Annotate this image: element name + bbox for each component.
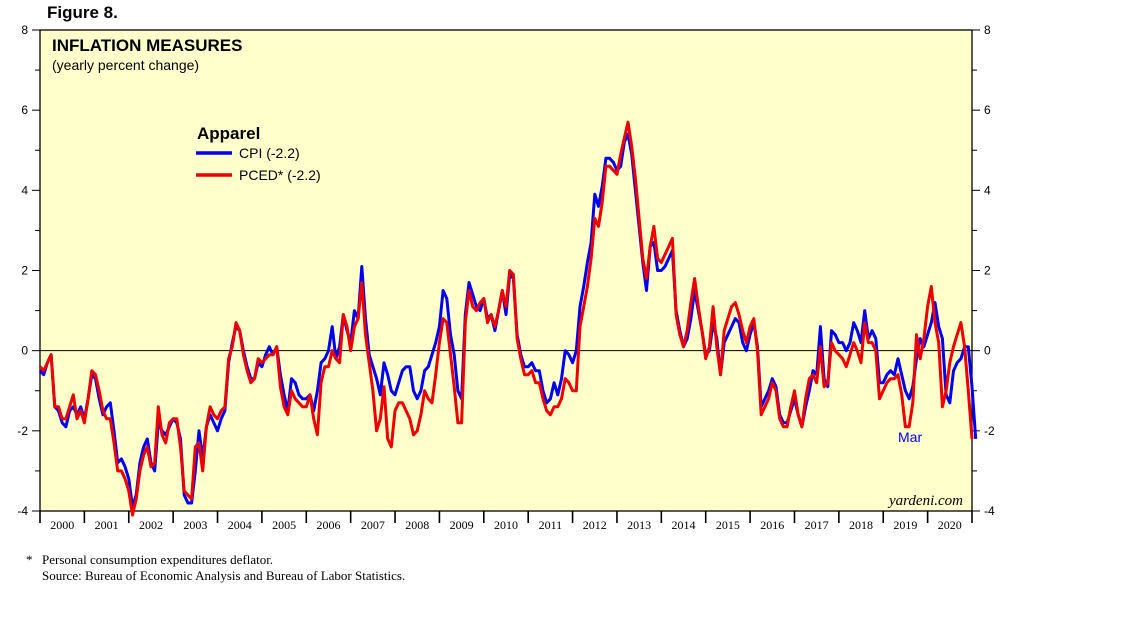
footnote-source: Source: Bureau of Economic Analysis and … — [42, 568, 405, 583]
x-tick-label: 2007 — [361, 518, 385, 532]
x-tick-label: 2006 — [316, 518, 340, 532]
y-tick-label-right: 0 — [984, 344, 991, 358]
x-tick-label: 2009 — [450, 518, 474, 532]
figure-label: Figure 8. — [47, 3, 118, 22]
y-tick-label-left: 6 — [21, 103, 28, 117]
y-tick-label-left: -4 — [17, 504, 28, 518]
x-tick-label: 2016 — [760, 518, 784, 532]
x-tick-label: 2013 — [627, 518, 651, 532]
x-tick-label: 2000 — [50, 518, 74, 532]
legend-label-cpi: CPI (-2.2) — [239, 145, 300, 161]
x-tick-label: 2001 — [95, 518, 119, 532]
x-tick-label: 2008 — [405, 518, 429, 532]
y-tick-label-left: -2 — [17, 424, 28, 438]
y-tick-label-right: 2 — [984, 264, 991, 278]
x-tick-label: 2010 — [494, 518, 518, 532]
x-tick-label: 2014 — [672, 518, 696, 532]
y-tick-label-left: 4 — [21, 183, 28, 197]
y-tick-label-left: 0 — [21, 344, 28, 358]
x-tick-label: 2020 — [938, 518, 962, 532]
x-tick-label: 2005 — [272, 518, 296, 532]
footnote-definition: Personal consumption expenditures deflat… — [42, 552, 273, 567]
y-tick-label-right: 6 — [984, 103, 991, 117]
chart-title: INFLATION MEASURES — [52, 36, 242, 55]
y-tick-label-right: -2 — [984, 424, 995, 438]
x-tick-label: 2004 — [228, 518, 252, 532]
x-tick-label: 2015 — [716, 518, 740, 532]
y-tick-label-right: 4 — [984, 183, 991, 197]
y-tick-label-left: 2 — [21, 264, 28, 278]
y-axis-left: -4 -2 0 2 4 6 8 — [17, 23, 40, 518]
x-tick-label: 2019 — [893, 518, 917, 532]
series-line-pced — [38, 120, 974, 517]
y-tick-label-left: 8 — [21, 23, 28, 37]
y-tick-label-right: -4 — [984, 504, 995, 518]
x-tick-label: 2003 — [183, 518, 207, 532]
end-annotation: Mar — [898, 429, 922, 445]
legend-label-pced: PCED* (-2.2) — [239, 167, 321, 183]
x-tick-label: 2002 — [139, 518, 163, 532]
legend-title: Apparel — [197, 124, 260, 143]
x-tick-label: 2018 — [849, 518, 873, 532]
x-tick-label: 2011 — [539, 518, 563, 532]
x-axis: 2000 2001 2002 2003 2004 2005 2006 2007 2008 2009… — [39, 511, 973, 532]
y-tick-label-right: 8 — [984, 23, 991, 37]
footnote-marker: * — [26, 552, 33, 567]
plot-area — [39, 29, 973, 512]
x-tick-label: 2017 — [805, 518, 829, 532]
y-axis-right: -4 -2 0 2 4 6 8 — [972, 23, 995, 518]
legend: Apparel CPI (-2.2) PCED* (-2.2) — [196, 124, 321, 183]
chart-subtitle: (yearly percent change) — [52, 57, 199, 73]
x-tick-label: 2012 — [583, 518, 607, 532]
watermark: yardeni.com — [887, 493, 963, 509]
